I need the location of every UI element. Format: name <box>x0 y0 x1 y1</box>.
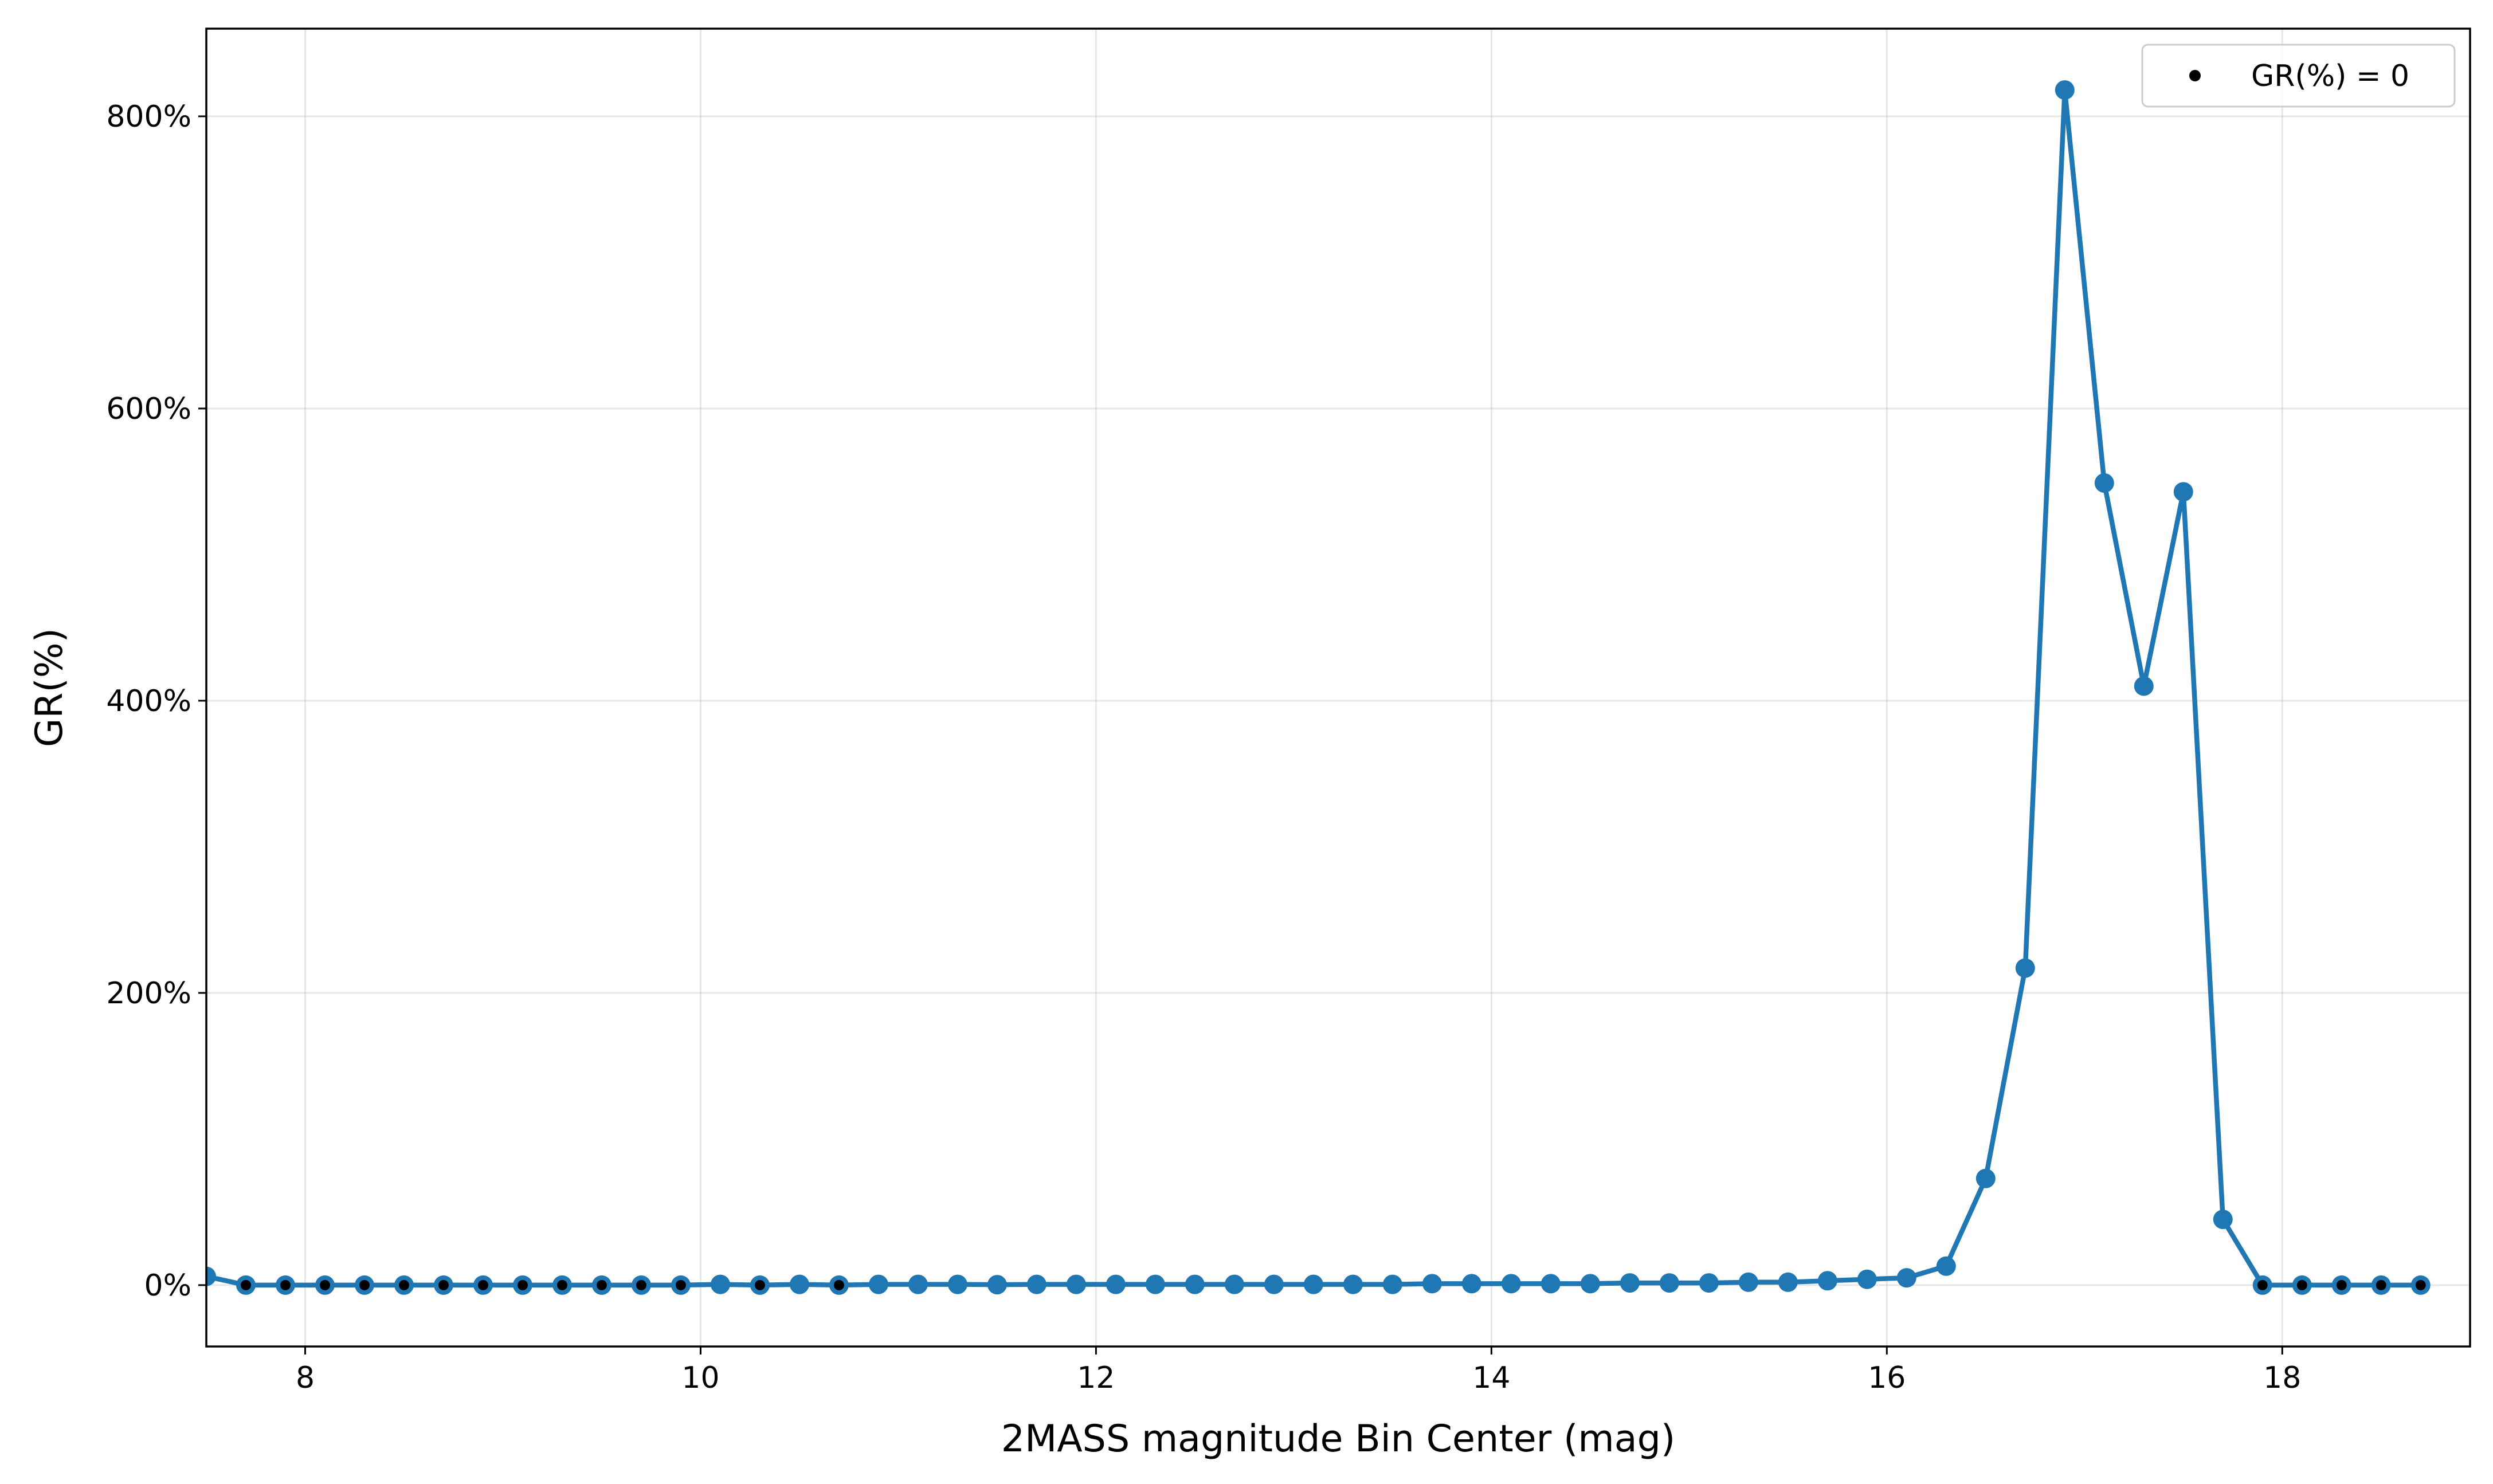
gr-data-point <box>1461 1274 1481 1294</box>
gr-data-point <box>1264 1274 1284 1294</box>
x-axis-label: 2MASS magnitude Bin Center (mag) <box>1001 1418 1675 1461</box>
gr-data-point <box>1106 1274 1126 1294</box>
gr-zero-point <box>2257 1279 2268 1290</box>
gr-zero-point <box>398 1279 409 1290</box>
gr-data-point <box>1422 1274 1442 1294</box>
gr-zero-point <box>477 1279 488 1290</box>
gr-data-point <box>1738 1272 1758 1292</box>
gr-zero-point <box>754 1279 765 1290</box>
gr-data-point <box>868 1274 888 1294</box>
gr-data-point <box>2134 676 2154 696</box>
gr-zero-point <box>517 1279 528 1290</box>
gr-data-point <box>1580 1274 1600 1294</box>
gr-data-point <box>789 1274 809 1294</box>
gr-data-point <box>2213 1210 2233 1230</box>
gr-zero-point <box>636 1279 646 1290</box>
gr-data-point <box>206 1266 216 1286</box>
legend: GR(%) = 0 <box>2141 44 2456 108</box>
x-tick-label: 18 <box>2263 1361 2301 1395</box>
gr-zero-point <box>2296 1279 2307 1290</box>
gr-data-point <box>1699 1273 1719 1293</box>
gr-data-point <box>1224 1274 1244 1294</box>
gr-data-point <box>1541 1274 1561 1294</box>
x-tick-label: 10 <box>681 1361 719 1395</box>
gr-zero-point <box>280 1279 291 1290</box>
y-tick-label: 0% <box>144 1269 192 1303</box>
y-tick-label: 400% <box>106 684 191 719</box>
gr-data-point <box>1817 1271 1837 1291</box>
gr-data-point <box>1185 1274 1205 1294</box>
gr-data-point <box>1303 1274 1323 1294</box>
gr-data-point <box>1501 1274 1521 1294</box>
gr-zero-point <box>319 1279 330 1290</box>
y-tick-label: 800% <box>106 100 191 134</box>
gr-zero-point <box>2415 1279 2426 1290</box>
gr-data-point <box>987 1275 1007 1295</box>
gr-data-point <box>1936 1256 1956 1276</box>
gr-data-point <box>1343 1274 1363 1294</box>
y-axis-label: GR(%) <box>28 628 71 747</box>
gr-data-point <box>2015 958 2035 978</box>
x-tick-label: 12 <box>1077 1361 1115 1395</box>
gr-data-point <box>908 1274 928 1294</box>
plot-area <box>206 80 2431 1295</box>
gr-data-point <box>1145 1274 1165 1294</box>
gr-zero-point <box>833 1279 844 1290</box>
gr-zero-point <box>556 1279 567 1290</box>
gr-data-point <box>1066 1274 1086 1294</box>
legend-marker-gr-zero <box>2189 70 2201 81</box>
y-tick-label: 200% <box>106 976 191 1011</box>
y-tick-label: 600% <box>106 392 191 426</box>
gr-zero-point <box>2336 1279 2347 1290</box>
gr-zero-point <box>675 1279 686 1290</box>
gr-data-point <box>2055 80 2075 100</box>
legend-entry-gr-zero: GR(%) = 0 <box>2251 59 2409 93</box>
gr-zero-point <box>2376 1279 2386 1290</box>
gr-data-point <box>1975 1168 1996 1188</box>
gr-data-point <box>947 1274 967 1294</box>
gr-data-point <box>2094 473 2114 493</box>
plot-frame <box>205 28 2471 1348</box>
axis-ticks: 8 10 12 14 16 18 0% 200% 400% 600% 800% <box>106 100 2301 1395</box>
gr-zero-point <box>596 1279 607 1290</box>
x-tick-label: 16 <box>1868 1361 1906 1395</box>
legend-box <box>2141 44 2456 108</box>
gr-data-point <box>1896 1268 1916 1288</box>
gr-data-point <box>1659 1273 1679 1293</box>
gr-data-point <box>1026 1274 1046 1294</box>
gr-data-point <box>2173 482 2193 502</box>
gr-zero-point <box>438 1279 449 1290</box>
x-tick-label: 8 <box>296 1361 315 1395</box>
gr-data-point <box>710 1274 730 1294</box>
gr-data-point <box>1620 1273 1640 1293</box>
gr-zero-point <box>240 1279 251 1290</box>
x-tick-label: 14 <box>1472 1361 1510 1395</box>
gr-data-point <box>1857 1269 1877 1289</box>
gr-zero-point <box>359 1279 370 1290</box>
gr-data-point <box>1382 1274 1402 1294</box>
gr-data-point <box>1778 1272 1798 1292</box>
